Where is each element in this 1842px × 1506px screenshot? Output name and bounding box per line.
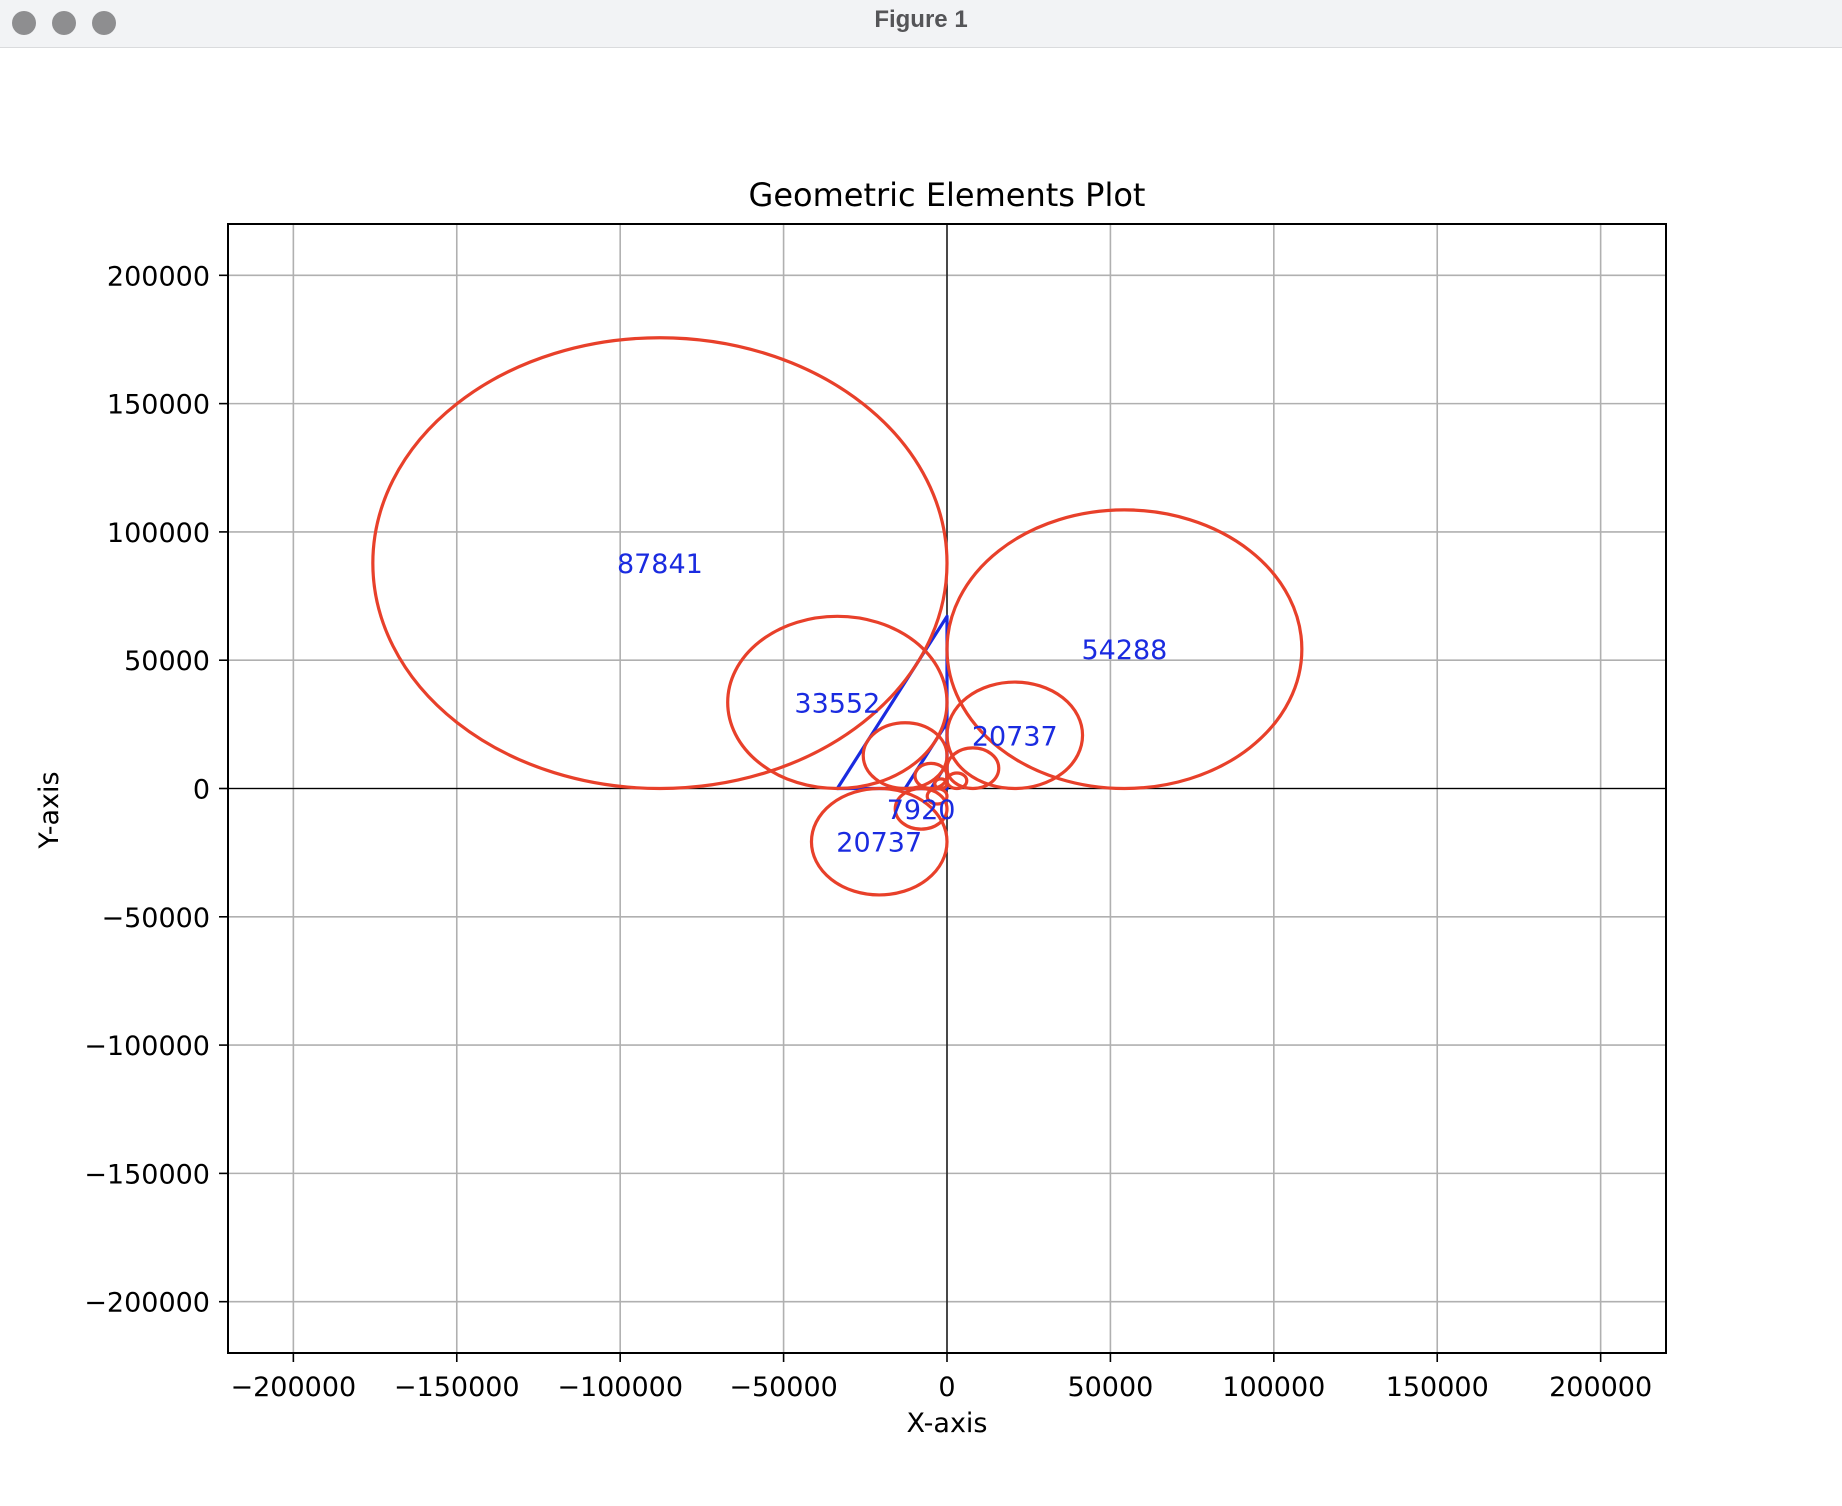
- x-tick-label: 150000: [1386, 1372, 1489, 1403]
- close-window-button[interactable]: [12, 11, 36, 35]
- circle-mark: [945, 680, 1085, 791]
- circle-mark: [371, 336, 949, 791]
- x-tick-label: −150000: [394, 1372, 520, 1403]
- circle-mark: [893, 786, 949, 831]
- y-tick-label: 50000: [124, 646, 210, 677]
- circle-label: 33552: [794, 688, 880, 719]
- y-tick-label: −100000: [84, 1031, 210, 1062]
- x-tick-label: −100000: [557, 1372, 683, 1403]
- y-tick-label: 100000: [107, 518, 210, 549]
- title-bar: Figure 1: [0, 0, 1842, 48]
- circle-mark: [945, 746, 1001, 791]
- minimize-window-button[interactable]: [52, 11, 76, 35]
- y-tick-label: −150000: [84, 1159, 210, 1190]
- circle-label: 54288: [1081, 635, 1167, 666]
- x-tick-label: 50000: [1067, 1372, 1153, 1403]
- y-tick-label: −50000: [101, 903, 210, 934]
- circle-mark: [861, 721, 949, 791]
- x-tick-label: −50000: [729, 1372, 838, 1403]
- x-tick-label: 0: [938, 1372, 955, 1403]
- circle-mark: [933, 777, 949, 791]
- y-tick-label: 0: [193, 775, 210, 806]
- y-tick-label: 200000: [107, 261, 210, 292]
- x-tick-label: 100000: [1222, 1372, 1325, 1403]
- circle-mark: [809, 786, 949, 897]
- chart-title: Geometric Elements Plot: [749, 176, 1146, 214]
- y-axis-label: Y-axis: [34, 771, 65, 849]
- x-tick-label: −200000: [231, 1372, 357, 1403]
- circle-label: 20737: [972, 721, 1058, 752]
- axis-ticks: −200000 −150000 −100000 −50000 0 50000 100000 1…: [84, 261, 1652, 1403]
- geometric-elements-chart: Geometric Elements Plot 87841 54288 33552 2…: [34, 176, 1667, 1439]
- window-title: Figure 1: [874, 6, 968, 33]
- circle-mark: [945, 508, 1304, 791]
- circle-label: 20737: [836, 828, 922, 859]
- circle-label: 7920: [887, 795, 956, 826]
- circle-mark: [726, 614, 949, 791]
- x-axis-label: X-axis: [907, 1408, 988, 1439]
- circle-mark: [945, 771, 969, 791]
- y-tick-label: −200000: [84, 1288, 210, 1319]
- circle-mark: [913, 761, 949, 791]
- x-tick-label: 200000: [1549, 1372, 1652, 1403]
- y-tick-label: 150000: [107, 390, 210, 421]
- circle-label: 87841: [617, 549, 703, 580]
- zoom-window-button[interactable]: [92, 11, 116, 35]
